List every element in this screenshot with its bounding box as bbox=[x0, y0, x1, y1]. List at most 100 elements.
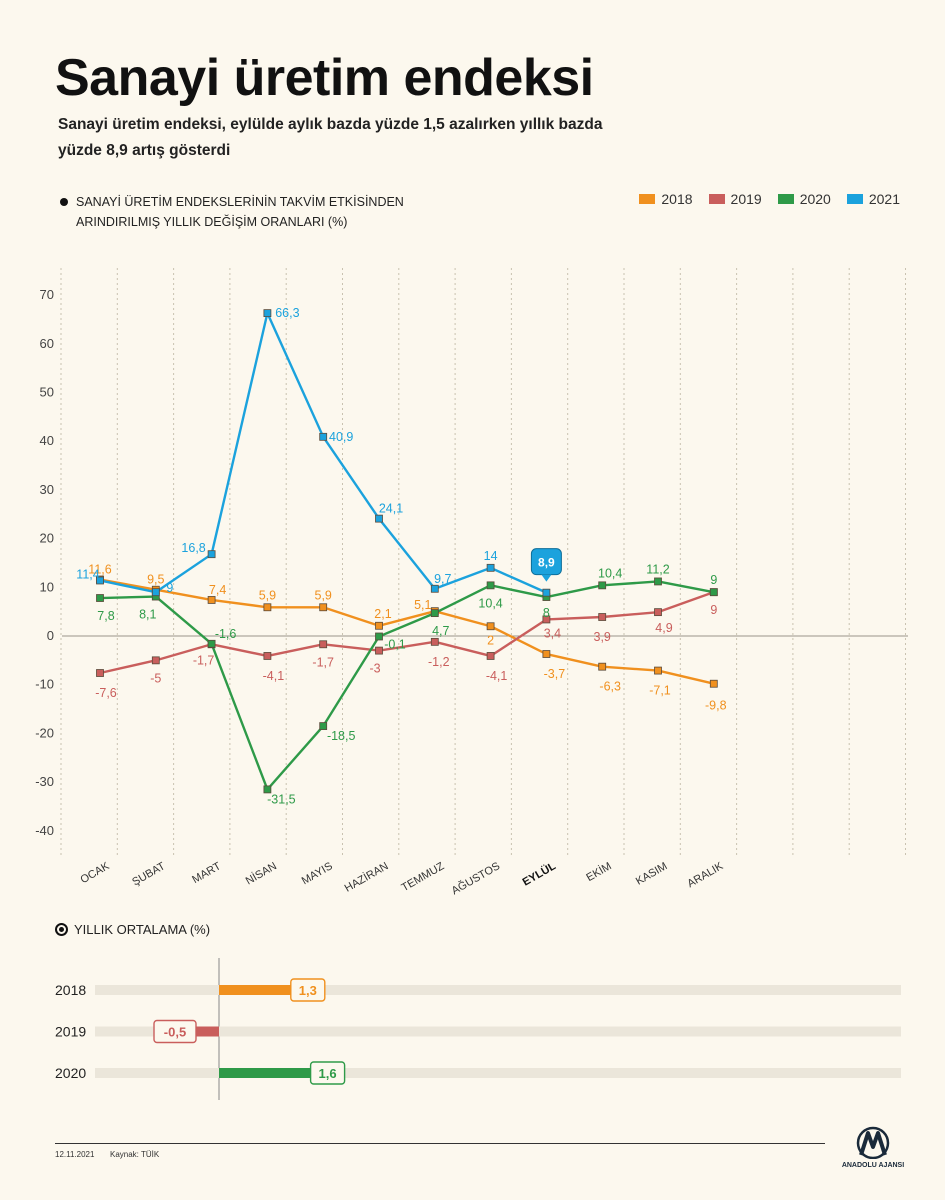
data-label-2019: -1,7 bbox=[193, 653, 215, 667]
data-label-2019: -7,6 bbox=[95, 686, 117, 700]
data-point-2021 bbox=[430, 584, 439, 593]
y-tick-label: 50 bbox=[40, 385, 54, 400]
average-header: YILLIK ORTALAMA (%) bbox=[55, 922, 210, 937]
data-point-2018 bbox=[375, 621, 383, 630]
aa-logo: ANADOLU AJANSI bbox=[838, 1125, 908, 1169]
y-tick-label: 30 bbox=[40, 482, 54, 497]
data-point-2019 bbox=[319, 640, 328, 649]
data-label-2018: 7,4 bbox=[209, 583, 226, 597]
data-label-2021: 11,4 bbox=[76, 567, 99, 581]
data-point-2020 bbox=[207, 639, 216, 648]
data-label-2019: -1,7 bbox=[312, 655, 334, 669]
average-label-box bbox=[153, 1019, 197, 1044]
y-tick-label: 20 bbox=[40, 531, 54, 546]
average-year-label: 2018 bbox=[55, 982, 86, 998]
x-category-label: EKİM bbox=[584, 859, 614, 884]
data-label-2020: -31,5 bbox=[267, 792, 296, 806]
average-bar-2020 bbox=[219, 1068, 325, 1078]
legend-label-2020: 2020 bbox=[799, 191, 831, 207]
data-point-2020 bbox=[96, 594, 104, 602]
average-value-label: 1,6 bbox=[319, 1066, 337, 1081]
y-tick-label: -10 bbox=[35, 677, 54, 692]
data-label-2018: 5,9 bbox=[315, 588, 332, 602]
series-line-2020 bbox=[99, 580, 715, 791]
data-label-2021: 16,8 bbox=[181, 541, 205, 555]
data-point-2018 bbox=[207, 596, 216, 604]
data-label-2019: -3 bbox=[369, 662, 380, 676]
data-point-2021 bbox=[319, 432, 328, 441]
data-label-2021: 14 bbox=[484, 549, 498, 563]
x-category-label: ARALIK bbox=[685, 860, 725, 890]
data-point-2021 bbox=[207, 550, 216, 559]
data-point-2019 bbox=[375, 646, 383, 655]
data-point-2020 bbox=[654, 577, 662, 586]
legend-swatch-2020 bbox=[777, 194, 794, 204]
x-category-label: NİSAN bbox=[243, 859, 279, 887]
legend-label-2019: 2019 bbox=[730, 191, 762, 207]
average-value-label: -0,5 bbox=[164, 1025, 186, 1040]
x-category-label: HAZİRAN bbox=[342, 859, 390, 894]
legend-label-2021: 2021 bbox=[868, 191, 900, 207]
data-point-2021 bbox=[96, 576, 104, 585]
series-line-2021 bbox=[99, 311, 547, 594]
data-label-2021: 66,3 bbox=[275, 306, 299, 320]
footer-date: 12.11.2021 bbox=[55, 1150, 95, 1159]
data-point-2020 bbox=[263, 785, 272, 794]
data-label-2021: 9,7 bbox=[434, 572, 451, 586]
data-label-2019: 3,4 bbox=[544, 626, 561, 640]
average-label-box bbox=[309, 1061, 346, 1085]
y-tick-label: 60 bbox=[40, 336, 54, 351]
footer-divider bbox=[55, 1143, 825, 1144]
data-label-2021: 40,9 bbox=[329, 430, 353, 444]
average-bar-2019 bbox=[186, 1026, 219, 1037]
subtitle: Sanayi üretim endeksi, eylülde aylık baz… bbox=[58, 116, 603, 159]
aa-logo-icon bbox=[856, 1126, 890, 1160]
highlight-callout-tail bbox=[541, 574, 552, 582]
average-year-label: 2019 bbox=[55, 1024, 86, 1040]
series-line-2019 bbox=[99, 591, 715, 675]
data-label-2018: -3,7 bbox=[544, 667, 566, 681]
data-label-2020: 8,1 bbox=[139, 608, 156, 622]
data-point-2019 bbox=[96, 669, 104, 677]
data-point-2020 bbox=[375, 632, 383, 641]
data-point-2019 bbox=[263, 652, 272, 660]
data-point-2019 bbox=[654, 608, 662, 617]
data-point-2018 bbox=[709, 679, 718, 688]
ring-dot-icon bbox=[55, 923, 68, 936]
data-label-2018: 5,1 bbox=[414, 598, 431, 612]
data-label-2018: 2 bbox=[487, 633, 494, 647]
data-point-2021 bbox=[375, 514, 383, 523]
data-point-2020 bbox=[319, 722, 328, 730]
data-point-2020 bbox=[709, 588, 718, 597]
data-label-2019: 4,9 bbox=[655, 621, 672, 635]
data-label-2018: 5,9 bbox=[259, 588, 276, 602]
x-category-label: OCAK bbox=[78, 860, 112, 886]
average-track bbox=[95, 1068, 901, 1078]
x-category-label: MART bbox=[190, 860, 223, 886]
legend-swatch-2018 bbox=[639, 194, 656, 204]
legend-swatch-2019 bbox=[708, 194, 725, 204]
chart-note: SANAYİ ÜRETİM ENDEKSLERİNİN TAKVİM ETKİS… bbox=[58, 192, 456, 232]
data-point-2021 bbox=[151, 588, 160, 597]
data-point-2018 bbox=[319, 603, 328, 612]
data-label-2018: -9,8 bbox=[705, 699, 727, 713]
legend-label-2018: 2018 bbox=[661, 191, 693, 207]
x-category-label: EYLÜL bbox=[520, 859, 558, 888]
data-label-2021: 24,1 bbox=[379, 502, 403, 516]
data-label-2019: 9 bbox=[710, 603, 717, 617]
bullet-dot bbox=[60, 198, 68, 206]
data-point-2018 bbox=[486, 622, 495, 631]
data-point-2018 bbox=[598, 662, 607, 671]
data-point-2020 bbox=[430, 609, 439, 618]
data-point-2020 bbox=[486, 581, 495, 590]
data-point-2021 bbox=[486, 563, 495, 572]
data-point-2018 bbox=[654, 666, 662, 675]
data-point-2019 bbox=[430, 637, 439, 646]
data-label-2020: 10,4 bbox=[478, 596, 502, 610]
y-tick-label: 70 bbox=[40, 287, 54, 302]
footer-source: Kaynak: TÜİK bbox=[110, 1150, 160, 1159]
data-label-2020: -1,6 bbox=[215, 627, 237, 641]
average-label-box bbox=[290, 978, 326, 1002]
data-label-2018: -6,3 bbox=[599, 680, 621, 694]
